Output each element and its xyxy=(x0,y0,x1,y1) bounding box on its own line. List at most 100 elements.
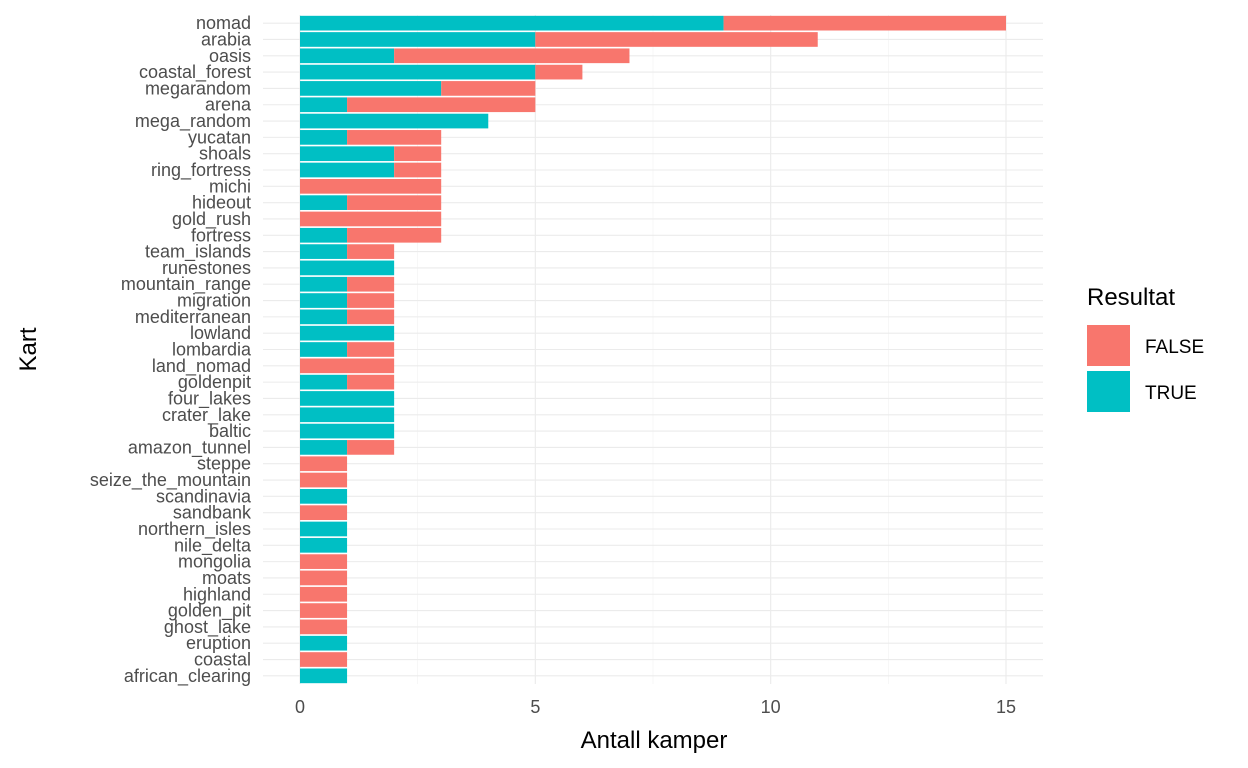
bar-false-goldenpit xyxy=(347,374,395,390)
y-tick-labels: nomadarabiaoasiscoastal_forestmegarandom… xyxy=(90,13,252,687)
y-tick-label: coastal xyxy=(194,650,251,670)
y-tick-label: steppe xyxy=(197,454,251,474)
bar-false-mongolia xyxy=(300,554,348,569)
bar-false-arabia xyxy=(535,32,818,47)
y-tick-label: mongolia xyxy=(178,552,252,572)
y-tick-label: michi xyxy=(209,176,251,196)
legend-title: Resultat xyxy=(1087,284,1175,311)
y-tick-label: land_nomad xyxy=(152,356,251,377)
bar-true-arabia xyxy=(300,32,536,47)
bar-true-mega_random xyxy=(300,113,489,129)
y-tick-label: goldenpit xyxy=(178,372,251,392)
bar-false-gold_rush xyxy=(300,211,442,227)
y-tick-label: moats xyxy=(202,568,251,588)
bar-true-arena xyxy=(300,97,348,113)
y-tick-label: yucatan xyxy=(188,127,251,147)
bar-true-eruption xyxy=(300,635,348,651)
y-tick-label: highland xyxy=(183,584,251,604)
legend-key-false xyxy=(1087,325,1130,366)
bar-false-nomad xyxy=(723,15,1006,31)
y-tick-label: ghost_lake xyxy=(164,617,251,638)
bar-true-four_lakes xyxy=(300,391,395,406)
bar-false-coastal xyxy=(300,652,348,667)
bar-false-golden_pit xyxy=(300,603,348,618)
legend-key-true xyxy=(1087,371,1130,412)
bar-true-scandinavia xyxy=(300,489,348,504)
y-tick-label: team_islands xyxy=(145,242,251,263)
bar-false-ghost_lake xyxy=(300,619,348,635)
x-tick-labels: 0 5 10 15 xyxy=(295,697,1016,717)
y-tick-label: coastal_forest xyxy=(139,62,251,83)
bar-false-arena xyxy=(347,97,536,113)
bar-true-hideout xyxy=(300,195,348,210)
y-tick-label: shoals xyxy=(199,144,251,164)
bar-true-megarandom xyxy=(300,81,442,96)
bar-false-megarandom xyxy=(441,81,536,96)
y-tick-label: nile_delta xyxy=(174,535,252,556)
bar-false-ring_fortress xyxy=(394,162,442,178)
legend-label-false: FALSE xyxy=(1145,337,1204,358)
y-tick-label: arena xyxy=(205,95,252,115)
bar-false-fortress xyxy=(347,227,442,243)
bar-true-northern_isles xyxy=(300,521,348,537)
x-tick-label: 0 xyxy=(295,697,305,717)
bar-false-sandbank xyxy=(300,505,348,521)
bar-false-amazon_tunnel xyxy=(347,440,395,455)
x-axis-title: Antall kamper xyxy=(581,727,728,754)
bar-false-land_nomad xyxy=(300,358,395,374)
bar-false-team_islands xyxy=(347,244,395,259)
y-tick-label: lombardia xyxy=(172,340,252,360)
bar-false-hideout xyxy=(347,195,442,210)
bar-true-oasis xyxy=(300,48,395,64)
y-tick-label: baltic xyxy=(209,421,251,441)
y-tick-label: amazon_tunnel xyxy=(128,437,251,458)
bar-false-steppe xyxy=(300,456,348,472)
y-axis-title: Kart xyxy=(15,327,42,371)
bar-true-lombardia xyxy=(300,342,348,357)
y-tick-label: northern_isles xyxy=(138,519,251,540)
y-tick-label: golden_pit xyxy=(168,601,251,622)
bar-false-mountain_range xyxy=(347,276,395,292)
y-tick-label: african_clearing xyxy=(124,666,251,687)
y-tick-label: seize_the_mountain xyxy=(90,470,251,491)
x-tick-label: 5 xyxy=(530,697,540,717)
bar-false-migration xyxy=(347,293,395,308)
x-tick-label: 15 xyxy=(996,697,1016,717)
y-tick-label: lowland xyxy=(190,323,251,343)
y-tick-label: mega_random xyxy=(135,111,251,132)
bar-true-nomad xyxy=(300,15,724,31)
y-tick-label: nomad xyxy=(196,13,251,33)
bar-false-mediterranean xyxy=(347,309,395,325)
bar-true-nile_delta xyxy=(300,537,348,553)
bar-true-baltic xyxy=(300,423,395,439)
y-tick-label: oasis xyxy=(209,46,251,66)
bar-true-mediterranean xyxy=(300,309,348,325)
x-tick-label: 10 xyxy=(761,697,781,717)
bar-false-highland xyxy=(300,586,348,602)
bar-false-seize_the_mountain xyxy=(300,472,348,488)
bar-true-ring_fortress xyxy=(300,162,395,178)
bar-true-lowland xyxy=(300,325,395,341)
bar-true-yucatan xyxy=(300,130,348,145)
bar-true-amazon_tunnel xyxy=(300,440,348,455)
bar-false-yucatan xyxy=(347,130,442,145)
bar-true-fortress xyxy=(300,227,348,243)
y-tick-label: four_lakes xyxy=(168,388,251,409)
legend: Resultat FALSE TRUE xyxy=(1087,284,1204,412)
bar-false-michi xyxy=(300,178,442,194)
bar-false-oasis xyxy=(394,48,630,64)
y-tick-label: scandinavia xyxy=(156,486,252,506)
legend-label-true: TRUE xyxy=(1145,383,1197,404)
bar-true-goldenpit xyxy=(300,374,348,390)
y-tick-label: eruption xyxy=(186,633,251,653)
y-tick-label: fortress xyxy=(191,225,251,245)
y-tick-label: hideout xyxy=(192,193,251,213)
bar-true-coastal_forest xyxy=(300,64,536,80)
y-tick-label: runestones xyxy=(162,258,251,278)
y-tick-label: ring_fortress xyxy=(151,160,251,181)
bar-false-lombardia xyxy=(347,342,395,357)
bar-false-coastal_forest xyxy=(535,64,583,80)
bar-false-moats xyxy=(300,570,348,586)
